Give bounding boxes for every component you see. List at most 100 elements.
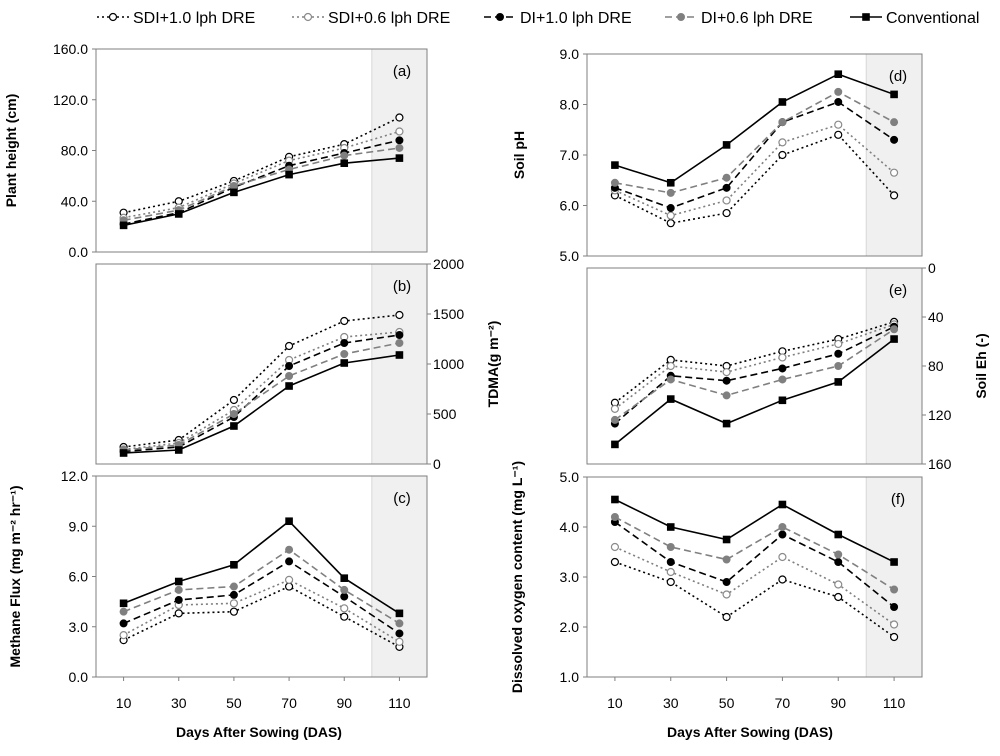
data-point bbox=[395, 310, 404, 320]
data-point bbox=[890, 585, 899, 594]
data-point bbox=[395, 637, 404, 646]
data-point bbox=[229, 599, 239, 608]
series-line-4 bbox=[123, 147, 400, 222]
series-line-4 bbox=[123, 342, 400, 451]
y-tick-label: 160 bbox=[928, 456, 952, 472]
data-point bbox=[722, 535, 731, 544]
x-tick-label: 70 bbox=[281, 695, 297, 711]
data-point bbox=[666, 543, 675, 551]
data-point bbox=[284, 341, 294, 351]
legend-label: DI+1.0 lph DRE bbox=[520, 10, 632, 27]
x-tick-label: 90 bbox=[336, 695, 352, 711]
data-point bbox=[666, 558, 675, 566]
data-point bbox=[285, 382, 293, 390]
data-point bbox=[666, 219, 675, 228]
data-point bbox=[610, 415, 619, 424]
data-point bbox=[834, 349, 843, 358]
data-point bbox=[722, 376, 731, 385]
data-point bbox=[395, 127, 404, 136]
data-point bbox=[890, 90, 898, 99]
x-tick-label: 110 bbox=[388, 695, 411, 711]
data-point bbox=[119, 631, 128, 640]
data-point bbox=[229, 607, 239, 616]
data-point bbox=[834, 120, 843, 129]
data-point bbox=[340, 574, 349, 582]
data-point bbox=[119, 619, 128, 628]
x-tick-label: 50 bbox=[719, 695, 735, 711]
data-point bbox=[778, 375, 787, 384]
data-point bbox=[834, 362, 843, 370]
data-point bbox=[890, 603, 899, 611]
data-point bbox=[284, 575, 294, 584]
y-tick-label: 0.0 bbox=[69, 244, 89, 260]
legend-marker bbox=[862, 13, 870, 21]
y-tick-label: 1500 bbox=[433, 306, 464, 322]
data-point bbox=[340, 159, 349, 167]
series-line-3 bbox=[614, 326, 895, 425]
data-point bbox=[174, 446, 183, 454]
data-point bbox=[778, 500, 787, 509]
data-point bbox=[889, 620, 899, 629]
y-tick-label: 120 bbox=[928, 407, 952, 423]
data-point bbox=[890, 135, 899, 144]
x-tick-label: 30 bbox=[171, 695, 187, 711]
series-line-4 bbox=[614, 328, 895, 421]
data-point bbox=[722, 208, 731, 218]
data-point bbox=[778, 118, 787, 127]
data-point bbox=[722, 173, 731, 182]
y-tick-label: 120.0 bbox=[53, 92, 88, 108]
y-tick-label: 3.0 bbox=[69, 619, 89, 635]
data-point bbox=[666, 178, 675, 187]
data-point bbox=[666, 567, 675, 577]
data-point bbox=[340, 359, 349, 367]
data-point bbox=[890, 325, 899, 334]
x-axis-title-right: Days After Sowing (DAS) bbox=[667, 724, 833, 740]
series-line-5 bbox=[614, 498, 895, 563]
data-point bbox=[119, 607, 128, 616]
data-point bbox=[395, 619, 404, 628]
panel-label: (e) bbox=[889, 282, 907, 299]
data-point bbox=[611, 161, 619, 169]
y-axis-title: Plant height (cm) bbox=[3, 94, 19, 208]
y-tick-label: 1000 bbox=[433, 356, 464, 372]
y-tick-label: 3.0 bbox=[560, 569, 580, 585]
data-point bbox=[230, 560, 238, 569]
data-point bbox=[834, 130, 843, 139]
series-line-2 bbox=[123, 331, 400, 451]
data-point bbox=[340, 612, 349, 621]
legend-marker bbox=[108, 12, 118, 22]
y-axis-title: Dissolved oxygen content (mg L⁻¹) bbox=[509, 461, 525, 693]
y-tick-label: 0.0 bbox=[69, 669, 89, 685]
y-tick-label: 1.0 bbox=[560, 669, 580, 685]
data-point bbox=[834, 530, 843, 539]
data-point bbox=[229, 590, 238, 599]
data-point bbox=[666, 577, 675, 587]
y-tick-label: 2.0 bbox=[560, 619, 580, 635]
panel-label: (b) bbox=[393, 278, 411, 295]
panel-label: (d) bbox=[889, 68, 907, 85]
y-tick-label: 80.0 bbox=[61, 143, 88, 159]
legend-label: SDI+1.0 lph DRE bbox=[133, 10, 255, 27]
data-point bbox=[889, 168, 899, 177]
series-line-1 bbox=[614, 321, 895, 404]
panel-label: (a) bbox=[393, 63, 411, 80]
data-point bbox=[285, 362, 294, 370]
data-point bbox=[285, 557, 294, 566]
data-point bbox=[722, 141, 731, 149]
data-point bbox=[890, 335, 898, 343]
panel-b: 0 500 1000 1500 2000 TDMA(g m⁻²) (b) bbox=[95, 256, 501, 472]
legend-marker bbox=[303, 12, 313, 22]
panel-f: 1.0 2.0 3.0 4.0 5.0 10 30 50 70 90 110 Dissolved ox… bbox=[509, 461, 923, 711]
data-point bbox=[395, 143, 404, 152]
panel-e: 0 40 80 120 160 Soil Eh (-) (e) bbox=[586, 260, 989, 472]
x-axis-title-left: Days After Sowing (DAS) bbox=[176, 724, 342, 740]
data-point bbox=[230, 422, 238, 430]
data-point bbox=[174, 585, 183, 594]
data-point bbox=[229, 182, 238, 191]
series-line-1 bbox=[123, 116, 400, 214]
data-point bbox=[834, 592, 843, 602]
data-point bbox=[285, 170, 293, 179]
legend-marker bbox=[496, 13, 504, 21]
data-point bbox=[890, 558, 898, 566]
data-point bbox=[230, 188, 238, 197]
